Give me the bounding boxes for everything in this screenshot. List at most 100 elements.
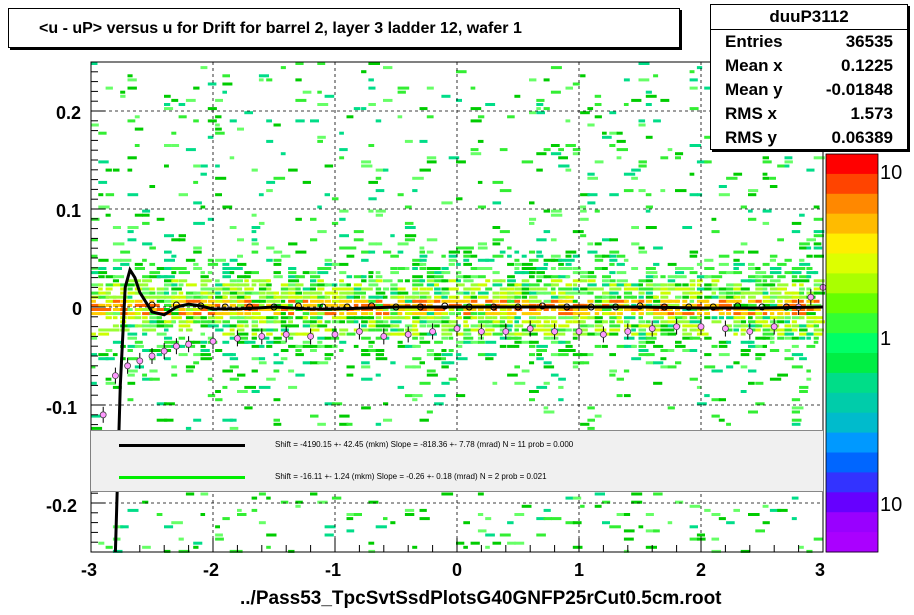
heatmap-cell [149,287,155,291]
heatmap-cell [419,299,432,303]
heatmap-cell [375,353,384,357]
heatmap-cell [470,107,482,111]
heatmap-cell [733,299,742,303]
heatmap-cell [565,250,577,254]
heatmap-cell [521,262,533,266]
heatmap-cell [273,123,281,127]
heatmap-cell [288,283,299,287]
heatmap-cell [514,299,521,303]
heatmap-cell [310,303,317,307]
heatmap-cell [616,513,626,516]
heatmap-cell [463,521,470,525]
heatmap-cell [748,344,760,348]
colorbar-segment [826,213,878,235]
heatmap-cell [295,500,303,504]
heatmap-cell [718,308,724,311]
heatmap-cell [740,291,750,295]
heatmap-cell [638,189,646,193]
heatmap-cell [295,287,301,291]
heatmap-cell [368,62,380,65]
heatmap-cell [164,357,171,361]
heatmap-cell [368,250,376,254]
heatmap-cell [507,320,513,324]
profile-point-mean [355,328,363,335]
heatmap-cell [339,291,350,295]
heatmap-cell [288,320,293,324]
heatmap-cell [251,320,258,324]
heatmap-cell [368,78,374,82]
heatmap-cell [324,533,334,537]
heatmap-cell [689,537,700,541]
heatmap-cell [390,283,398,287]
heatmap-cell [748,320,757,324]
heatmap-cell [616,156,622,160]
heatmap-cell [806,271,817,275]
heatmap-cell [777,320,785,324]
heatmap-cell [675,303,680,307]
heatmap-cell [339,320,345,324]
heatmap-cell [485,316,493,320]
heatmap-cell [361,291,366,295]
heatmap-cell [412,332,421,336]
heatmap-cell [769,291,782,295]
heatmap-cell [682,312,691,316]
heatmap-cell [127,78,137,82]
heatmap-cell [594,303,602,307]
heatmap-cell [587,299,594,303]
heatmap-cell [324,291,335,295]
heatmap-cell [346,275,353,279]
heatmap-cell [207,324,219,328]
heatmap-cell [397,316,409,320]
heatmap-cell [164,340,173,344]
heatmap-cell [353,238,364,242]
heatmap-cell [799,357,807,361]
heatmap-cell [346,320,355,324]
heatmap-cell [229,271,235,275]
heatmap-cell [507,316,517,320]
heatmap-cell [748,340,755,344]
heatmap-cell [580,422,590,426]
x-tick-label: -3 [81,560,98,580]
heatmap-cell [550,152,562,156]
heatmap-cell [587,283,597,287]
heatmap-cell [799,295,808,299]
heatmap-cell [324,193,330,197]
legend-text-black: Shift = -4190.15 +- 42.45 (mkm) Slope = … [275,440,574,449]
heatmap-cell [565,312,576,316]
heatmap-cell [448,324,458,328]
heatmap-cell [645,205,653,209]
heatmap-cell [645,340,655,344]
heatmap-cell [609,353,616,357]
heatmap-cell [733,267,739,270]
heatmap-cell [317,336,326,340]
heatmap-cell [784,324,792,328]
heatmap-cell [237,320,249,324]
x-axis-label: ../Pass53_TpcSvtSsdPlotsG40GNFP25rCut0.5… [240,588,722,609]
heatmap-cell [215,295,227,299]
heatmap-cell [784,308,795,311]
heatmap-cell [536,152,547,156]
heatmap-cell [769,279,781,283]
heatmap-cell [266,328,277,332]
heatmap-cell [353,287,364,291]
heatmap-cell [623,537,634,541]
heatmap-cell [412,324,418,328]
heatmap-cell [412,328,419,332]
heatmap-cell [193,541,203,545]
heatmap-cell [171,308,180,311]
heatmap-cell [258,303,265,307]
heatmap-cell [142,258,147,262]
heatmap-cell [748,279,757,283]
heatmap-cell [653,361,664,365]
heatmap-cell [602,279,609,283]
heatmap-cell [514,381,526,385]
heatmap-cell [813,271,819,275]
heatmap-cell [317,90,322,94]
heatmap-cell [726,316,735,320]
heatmap-cell [171,283,178,287]
heatmap-cell [397,328,404,332]
heatmap-cell [419,246,425,250]
heatmap-cell [244,287,254,291]
heatmap-cell [127,230,134,234]
heatmap-cell [755,381,764,385]
